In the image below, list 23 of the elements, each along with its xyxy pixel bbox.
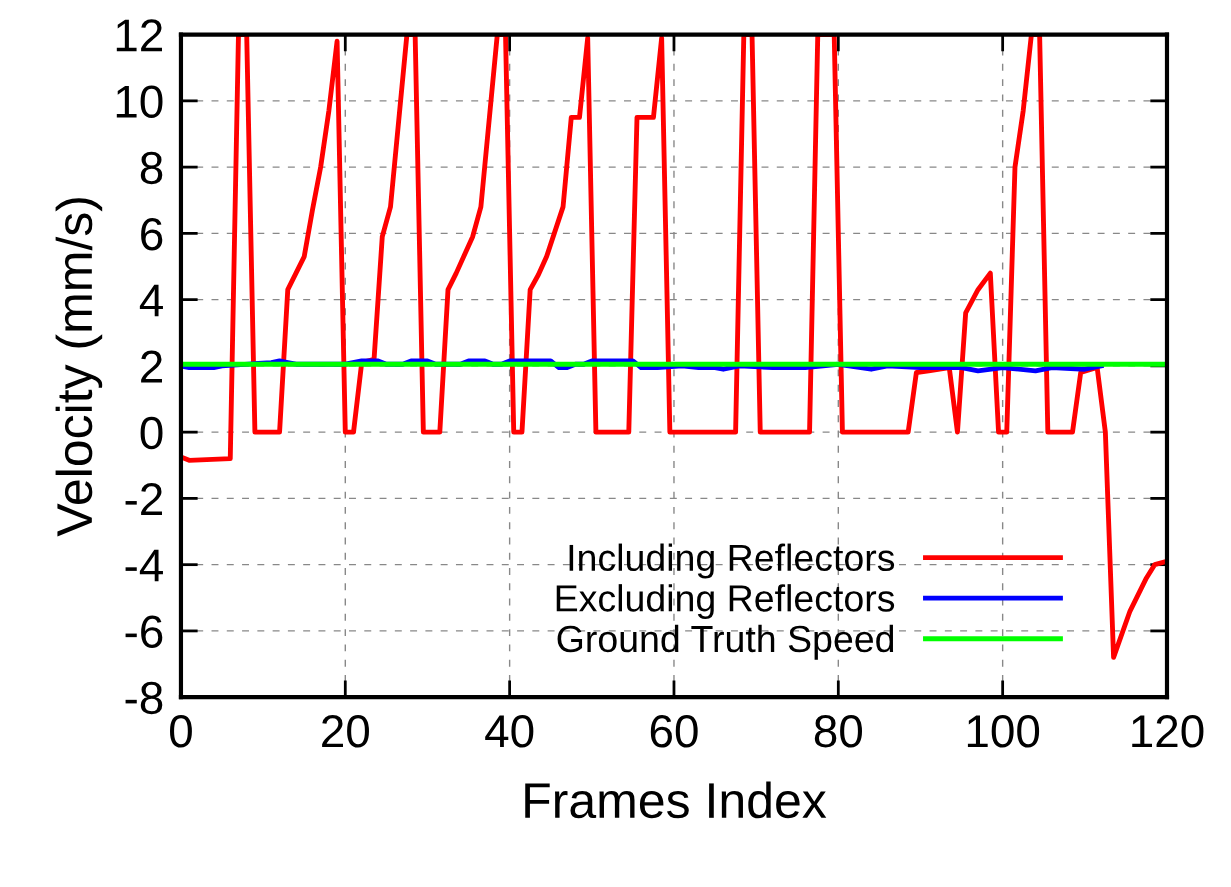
x-tick-label: 40 bbox=[485, 715, 534, 748]
y-tick-label: -8 bbox=[125, 681, 163, 715]
y-tick-label: 8 bbox=[140, 151, 163, 185]
x-axis-title: Frames Index bbox=[525, 781, 827, 819]
y-tick-label: 6 bbox=[141, 217, 163, 251]
y-tick-label: 10 bbox=[116, 85, 163, 118]
x-tick-label: 80 bbox=[814, 715, 863, 748]
legend-label: Ground Truth Speed bbox=[557, 624, 894, 660]
y-tick-label: 0 bbox=[140, 416, 163, 450]
y-tick-label: 2 bbox=[141, 350, 162, 383]
x-tick-label: 120 bbox=[1132, 715, 1204, 748]
y-axis-title: Velocity (mm/s) bbox=[55, 198, 103, 537]
y-tick-label: -2 bbox=[125, 483, 162, 516]
legend-label: Including Reflectors bbox=[569, 543, 895, 579]
x-tick-label: 100 bbox=[967, 715, 1040, 748]
x-tick-label: 20 bbox=[322, 715, 369, 748]
y-tick-label: -4 bbox=[125, 549, 163, 582]
x-tick-label: 0 bbox=[170, 715, 192, 748]
y-tick-label: 4 bbox=[139, 284, 163, 317]
x-tick-label: 60 bbox=[650, 715, 698, 748]
legend-label: Excluding Reflectors bbox=[556, 584, 895, 620]
y-tick-label: -6 bbox=[125, 615, 163, 648]
y-tick-label: 12 bbox=[116, 19, 162, 52]
